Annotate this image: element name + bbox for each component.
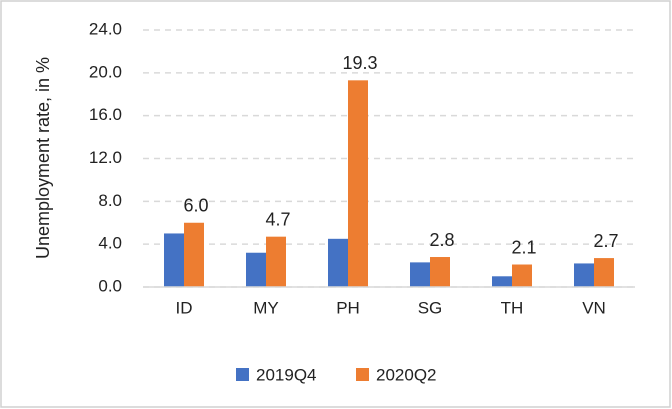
bar — [164, 233, 184, 287]
x-tick-label: TH — [501, 298, 524, 317]
data-label: 2.7 — [593, 231, 618, 251]
legend-label: 2019Q4 — [256, 365, 317, 384]
x-tick-label: VN — [582, 298, 606, 317]
bar — [246, 252, 266, 287]
bar — [184, 222, 204, 287]
bar — [512, 264, 532, 287]
data-label: 2.1 — [511, 237, 536, 257]
bar — [594, 258, 614, 287]
bar — [492, 276, 512, 287]
y-tick-label: 20.0 — [89, 62, 122, 81]
x-tick-label: PH — [336, 298, 360, 317]
x-tick-label: SG — [418, 298, 443, 317]
bar — [430, 257, 450, 287]
x-tick-label: ID — [176, 298, 193, 317]
legend-label: 2020Q2 — [376, 365, 437, 384]
y-axis-label: Unemployment rate, in % — [33, 57, 53, 259]
y-tick-label: 4.0 — [98, 234, 122, 253]
data-label: 4.7 — [265, 209, 290, 229]
y-tick-label: 8.0 — [98, 191, 122, 210]
bar — [574, 263, 594, 287]
legend-swatch — [236, 368, 249, 381]
bar — [266, 236, 286, 287]
y-tick-label: 16.0 — [89, 105, 122, 124]
bar — [348, 80, 368, 288]
data-label: 6.0 — [183, 196, 208, 216]
bar — [410, 262, 430, 287]
x-tick-label: MY — [253, 298, 279, 317]
y-tick-label: 24.0 — [89, 19, 122, 38]
legend-swatch — [356, 368, 369, 381]
data-label: 2.8 — [429, 230, 454, 250]
bar — [328, 238, 348, 287]
y-tick-label: 0.0 — [98, 276, 122, 295]
data-label: 19.3 — [342, 53, 377, 73]
y-tick-label: 12.0 — [89, 148, 122, 167]
